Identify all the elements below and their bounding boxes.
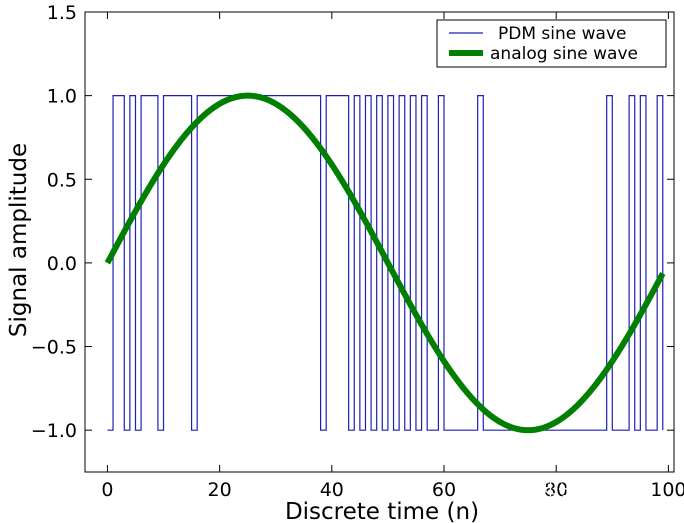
plot-frame — [84, 11, 675, 473]
x-tick-label: 100 — [650, 479, 684, 501]
y-tick-label: −1.0 — [31, 420, 77, 442]
x-tick-label: 0 — [101, 479, 113, 501]
y-axis-label: Signal amplitude — [6, 143, 32, 337]
y-tick-label: 1.5 — [47, 2, 77, 24]
series-layer — [104, 92, 666, 434]
y-tick-label: 0.5 — [47, 169, 77, 191]
tick-layer: 0 20 40 60 80 100 1.5 1.0 0.5 0.0 −0.5 −1.0 — [31, 2, 684, 501]
legend-pdm-label: PDM sine wave — [498, 24, 626, 44]
analog-series-line — [104, 92, 666, 434]
x-tick-label: 80 — [544, 479, 568, 501]
y-tick-label: −0.5 — [31, 337, 77, 359]
y-tick-label: 0.0 — [47, 253, 77, 275]
x-axis-label: Discrete time (n) — [285, 499, 479, 523]
x-tick-label: 40 — [320, 479, 344, 501]
legend: PDM sine wave analog sine wave — [436, 19, 667, 68]
legend-analog-label: analog sine wave — [490, 44, 638, 64]
legend-frame — [436, 19, 667, 68]
y-tick-label: 1.0 — [47, 86, 77, 108]
watermark: 知乎 @李清龙 — [540, 479, 654, 500]
x-tick-label: 20 — [208, 479, 232, 501]
x-tick-label: 60 — [432, 479, 456, 501]
